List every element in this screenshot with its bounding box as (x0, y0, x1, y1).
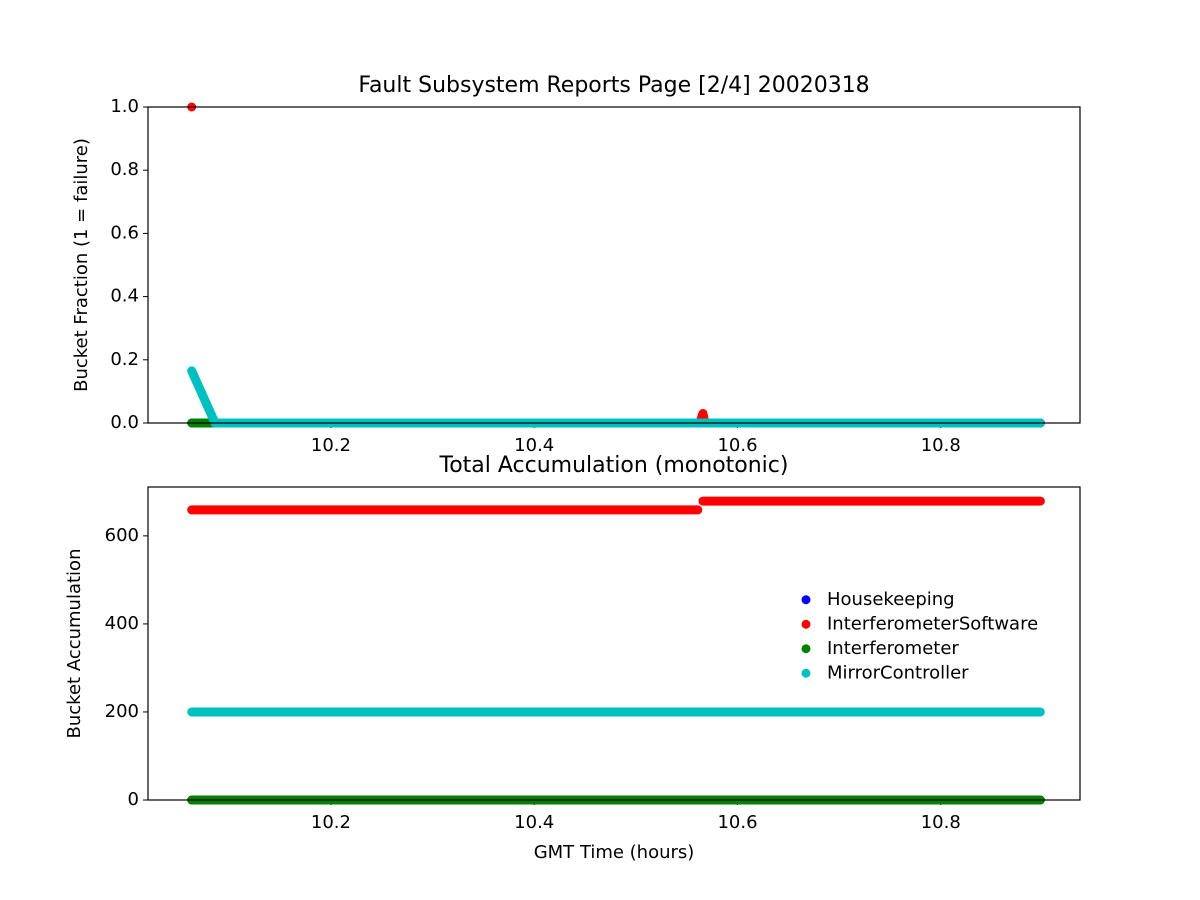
y-tick-label: 0.2 (110, 349, 139, 370)
x-tick-label: 10.6 (717, 812, 757, 833)
series-line (187, 102, 1045, 428)
x-tick-label: 10.4 (514, 812, 554, 833)
legend-marker (801, 619, 811, 629)
legend-label: Housekeeping (827, 589, 955, 610)
y-axis-label: Bucket Accumulation (64, 549, 85, 739)
y-tick-label: 1.0 (110, 96, 139, 117)
y-tick-label: 0.6 (110, 222, 139, 243)
legend-marker (801, 668, 811, 678)
y-axis-label: Bucket Fraction (1 = failure) (71, 138, 92, 392)
y-tick-label: 0.0 (110, 412, 139, 433)
legend-marker (801, 644, 811, 654)
series-line (187, 366, 1045, 428)
x-tick-label: 10.2 (311, 435, 351, 456)
y-tick-label: 0.4 (110, 286, 139, 307)
y-tick-label: 0.8 (110, 159, 139, 180)
x-tick-label: 10.8 (921, 435, 961, 456)
legend-label: MirrorController (827, 662, 969, 683)
chart-title: Total Accumulation (monotonic) (439, 453, 789, 478)
series-line (187, 496, 1045, 515)
x-tick-label: 10.2 (311, 812, 351, 833)
x-tick-label: 10.4 (514, 435, 554, 456)
chart-title: Fault Subsystem Reports Page [2/4] 20020… (358, 73, 869, 98)
plot-frame (147, 486, 1081, 801)
legend-marker (801, 595, 811, 605)
plot-frame (147, 106, 1081, 424)
legend-label: Interferometer (827, 638, 959, 659)
y-tick-label: 200 (105, 701, 139, 722)
x-tick-label: 10.6 (717, 435, 757, 456)
y-tick-label: 400 (105, 613, 139, 634)
y-tick-label: 600 (105, 525, 139, 546)
y-tick-label: 0 (128, 789, 139, 810)
x-axis-label: GMT Time (hours) (534, 842, 695, 863)
x-tick-label: 10.8 (921, 812, 961, 833)
legend-label: InterferometerSoftware (827, 613, 1038, 634)
